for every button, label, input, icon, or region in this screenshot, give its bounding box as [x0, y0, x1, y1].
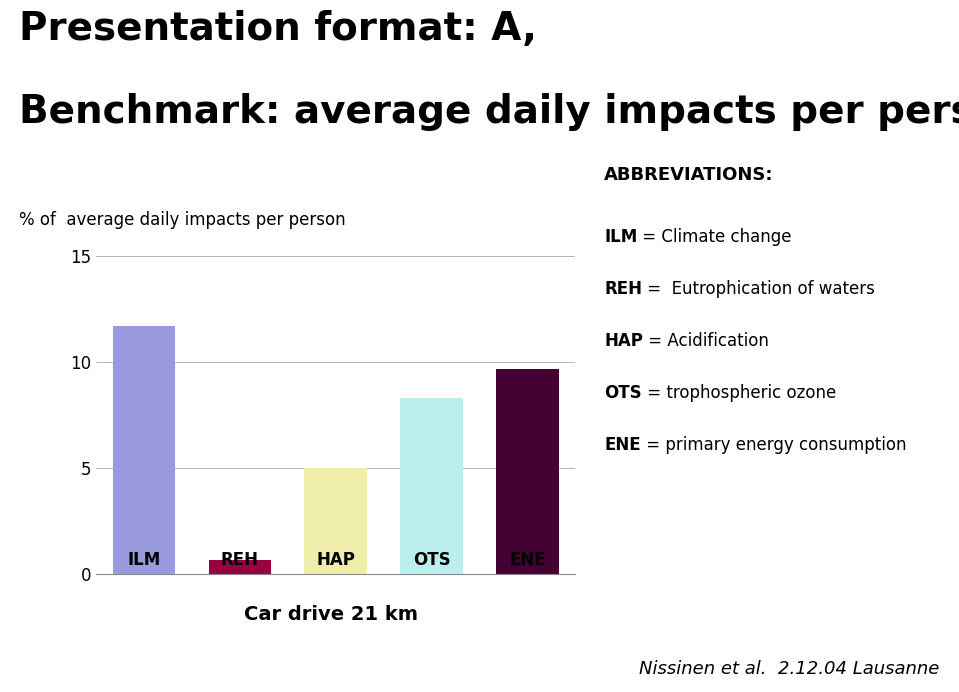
Text: HAP: HAP: [604, 332, 643, 350]
Text: REH: REH: [604, 280, 643, 298]
Text: Nissinen et al.  2.12.04 Lausanne: Nissinen et al. 2.12.04 Lausanne: [640, 660, 940, 678]
Text: OTS: OTS: [412, 551, 451, 569]
Text: =  Eutrophication of waters: = Eutrophication of waters: [643, 280, 875, 298]
Bar: [209, 560, 271, 574]
Bar: [113, 326, 175, 574]
Bar: [497, 369, 559, 574]
Text: ENE: ENE: [604, 436, 641, 454]
Text: Car drive 21 km: Car drive 21 km: [244, 606, 418, 624]
Text: = Acidification: = Acidification: [643, 332, 769, 350]
Text: Benchmark: average daily impacts per person: Benchmark: average daily impacts per per…: [19, 93, 959, 131]
Text: HAP: HAP: [316, 551, 355, 569]
Bar: [305, 468, 367, 574]
Text: REH: REH: [221, 551, 259, 569]
Text: Presentation format: A,: Presentation format: A,: [19, 10, 537, 48]
Text: = primary energy consumption: = primary energy consumption: [641, 436, 906, 454]
Text: ENE: ENE: [509, 551, 546, 569]
Bar: [401, 398, 462, 574]
Text: ABBREVIATIONS:: ABBREVIATIONS:: [604, 166, 774, 184]
Text: % of  average daily impacts per person: % of average daily impacts per person: [19, 211, 346, 229]
Text: ILM: ILM: [604, 228, 638, 246]
Text: ILM: ILM: [128, 551, 160, 569]
Text: OTS: OTS: [604, 384, 642, 402]
Text: = Climate change: = Climate change: [638, 228, 792, 246]
Text: = trophospheric ozone: = trophospheric ozone: [642, 384, 836, 402]
